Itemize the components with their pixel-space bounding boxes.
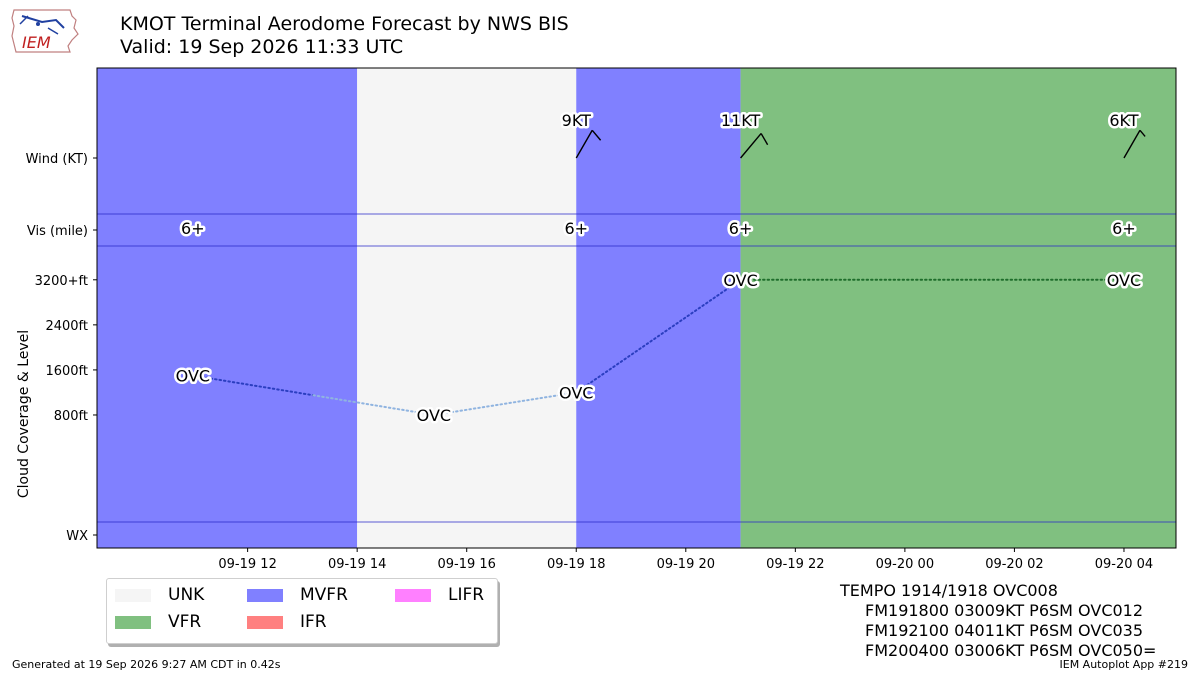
legend-item-vfr: VFR	[115, 612, 201, 632]
cloud-trend-line	[312, 394, 435, 416]
x-tick-label: 09-19 20	[657, 557, 715, 572]
visibility-label-halo: 6+	[1112, 219, 1136, 238]
wind-speed-label-halo: 11KT	[721, 111, 761, 130]
legend-item-lifr: LIFR	[395, 585, 484, 605]
visibility-label: 6+	[564, 219, 588, 238]
wind-barb-flag	[591, 129, 602, 141]
x-tick-label: 09-20 00	[876, 557, 934, 572]
footer-generated: Generated at 19 Sep 2026 9:27 AM CDT in …	[12, 658, 281, 671]
wind-barb-flag	[1139, 129, 1146, 137]
visibility-label: 6+	[181, 219, 205, 238]
band-mvfr	[97, 68, 358, 548]
y-tick-label: 1600ft	[45, 364, 88, 379]
visibility-label-halo: 6+	[564, 219, 588, 238]
y-tick-label: Wind (KT)	[26, 152, 88, 167]
taf-line-1: TEMPO 1914/1918 OVC008	[840, 581, 1058, 600]
legend-label-lifr: LIFR	[448, 585, 485, 605]
wind-barb-staff	[1123, 129, 1141, 159]
band-vfr	[740, 68, 1176, 548]
band-unk	[357, 68, 577, 548]
x-tick-label: 09-19 14	[328, 557, 386, 572]
logo-text: IEM	[22, 33, 51, 52]
y-tick-label: 800ft	[54, 409, 88, 424]
wind-speed-label: 9KT	[562, 111, 591, 130]
cloud-label-halo: OVC	[1107, 271, 1141, 290]
cloud-trend-line	[191, 374, 315, 397]
chart-subtitle: Valid: 19 Sep 2026 11:33 UTC	[120, 36, 404, 58]
y-tick-label: WX	[66, 529, 88, 544]
wind-speed-label: 11KT	[721, 111, 761, 130]
cloud-label-halo: OVC	[559, 383, 593, 402]
x-tick-label: 09-19 18	[547, 557, 605, 572]
x-tick-label: 09-19 22	[766, 557, 824, 572]
visibility-label-halo: 6+	[181, 219, 205, 238]
y-tick-label: 3200+ft	[35, 274, 88, 289]
cloud-trend-line	[575, 278, 742, 394]
wind-speed-label-halo: 9KT	[562, 111, 591, 130]
wind-barb-staff	[575, 129, 593, 159]
legend-label-mvfr: MVFR	[300, 585, 348, 605]
taf-line-3: FM192100 04011KT P6SM OVC035	[865, 621, 1144, 640]
wind-speed-label: 6KT	[1109, 111, 1138, 130]
legend-label-unk: UNK	[168, 585, 205, 605]
x-tick-label: 09-19 16	[437, 557, 495, 572]
wind-speed-label-halo: 6KT	[1109, 111, 1138, 130]
y-tick-label: 2400ft	[45, 319, 88, 334]
x-tick-label: 09-19 12	[218, 557, 276, 572]
cloud-label: OVC	[417, 406, 451, 425]
legend-swatch-unk	[115, 588, 151, 602]
taf-line-2: FM191800 03009KT P6SM OVC012	[865, 601, 1144, 620]
x-tick-label: 09-20 02	[985, 557, 1043, 572]
wind-barb-flag	[760, 133, 769, 146]
legend-swatch-ifr	[247, 615, 283, 629]
cloud-label-halo: OVC	[417, 406, 451, 425]
x-tick-label: 09-20 04	[1095, 557, 1153, 572]
cloud-label-halo: OVC	[723, 271, 757, 290]
cloud-label-halo: OVC	[176, 367, 210, 386]
iem-logo: IEM	[8, 6, 82, 58]
band-mvfr	[576, 68, 741, 548]
wind-barb-staff	[740, 133, 762, 159]
cloud-label: OVC	[176, 367, 210, 386]
y-tick-label: Vis (mile)	[27, 224, 88, 239]
cloud-trend-line	[432, 391, 578, 416]
visibility-label: 6+	[729, 219, 753, 238]
legend: UNK VFR MVFR IFR LIFR	[106, 578, 498, 644]
taf-line-4: FM200400 03006KT P6SM OVC050=	[865, 641, 1157, 660]
visibility-label-halo: 6+	[729, 219, 753, 238]
legend-label-vfr: VFR	[168, 612, 202, 632]
cloud-label: OVC	[1107, 271, 1141, 290]
legend-item-unk: UNK	[115, 585, 204, 605]
y-axis-label: Cloud Coverage & Level	[16, 330, 32, 498]
legend-item-mvfr: MVFR	[247, 585, 348, 605]
legend-swatch-mvfr	[247, 588, 283, 602]
cloud-label: OVC	[559, 383, 593, 402]
visibility-label: 6+	[1112, 219, 1136, 238]
cloud-label: OVC	[723, 271, 757, 290]
legend-item-ifr: IFR	[247, 612, 327, 632]
legend-label-ifr: IFR	[300, 612, 327, 632]
chart-title: KMOT Terminal Aerodome Forecast by NWS B…	[120, 13, 569, 35]
legend-swatch-lifr	[395, 588, 431, 602]
footer-app: IEM Autoplot App #219	[1059, 658, 1189, 671]
legend-swatch-vfr	[115, 615, 151, 629]
